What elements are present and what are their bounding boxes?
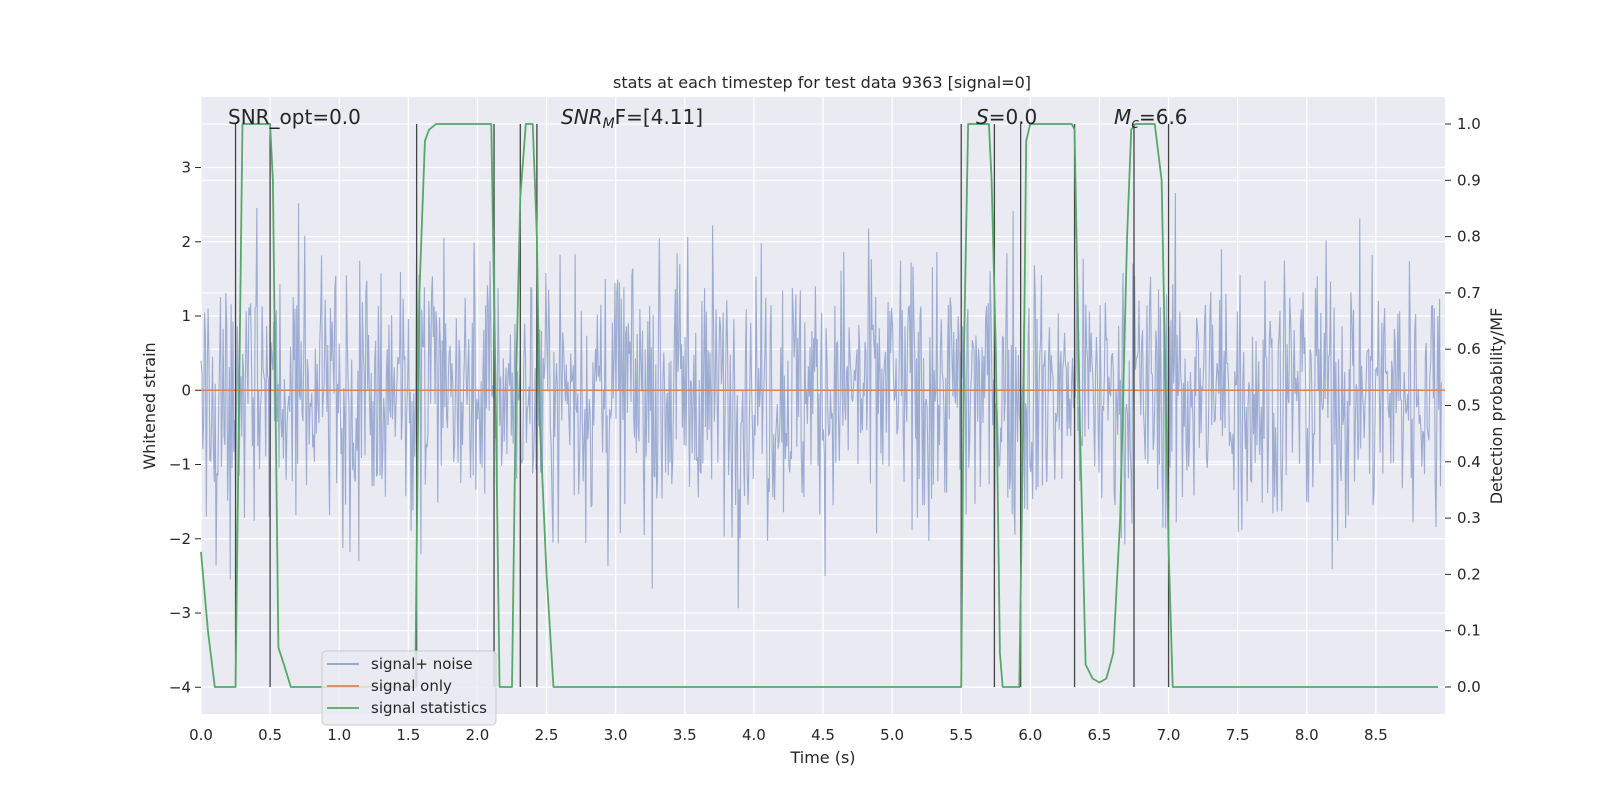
x-tick-labels: 0.0 0.5 1.0 1.5 2.0 2.5 3.0 3.5 4.0 4.5 5.0 5.5 6.0 6… bbox=[189, 726, 1388, 744]
y-right-tick-label: 0.2 bbox=[1457, 565, 1481, 583]
s-value: =0.0 bbox=[989, 105, 1038, 129]
snr-mf-label: SNR bbox=[561, 105, 603, 129]
mc-value: =6.6 bbox=[1139, 105, 1188, 129]
y-right-tick-label: 0.3 bbox=[1457, 509, 1481, 527]
y-right-tick-label: 0.0 bbox=[1457, 678, 1481, 696]
y-left-tick-labels: 3 2 1 0 −1 −2 −3 −4 bbox=[169, 159, 201, 696]
x-tick-label: 2.5 bbox=[535, 726, 559, 744]
x-tick-label: 0.5 bbox=[258, 726, 282, 744]
y-left-tick-label: −3 bbox=[169, 604, 191, 622]
chart-title: stats at each timestep for test data 936… bbox=[613, 73, 1031, 92]
mc-annotation: Mc=6.6 bbox=[1114, 105, 1188, 132]
x-tick-label: 5.0 bbox=[880, 726, 904, 744]
x-tick-label: 8.0 bbox=[1295, 726, 1319, 744]
y-right-tick-label: 1.0 bbox=[1457, 115, 1481, 133]
x-tick-label: 2.0 bbox=[466, 726, 490, 744]
snr-mf-suffix: F=[4.11] bbox=[615, 105, 703, 129]
y-left-tick-label: −4 bbox=[169, 678, 191, 696]
y-left-tick-label: −2 bbox=[169, 530, 191, 548]
y-right-tick-label: 0.9 bbox=[1457, 171, 1481, 189]
legend: signal+ noise signal only signal statist… bbox=[321, 650, 497, 726]
y-left-tick-label: 3 bbox=[181, 159, 191, 177]
legend-label-signal-statistics: signal statistics bbox=[371, 699, 487, 717]
y-left-tick-label: 2 bbox=[181, 233, 191, 251]
x-tick-label: 6.5 bbox=[1088, 726, 1112, 744]
s-annotation: S=0.0 bbox=[976, 105, 1037, 129]
s-label: S bbox=[976, 105, 989, 129]
x-tick-label: 5.5 bbox=[949, 726, 973, 744]
y-right-tick-label: 0.1 bbox=[1457, 622, 1481, 640]
vertical-markers bbox=[234, 124, 1170, 687]
snr-opt-annotation: SNR_opt=0.0 bbox=[228, 105, 361, 129]
y-right-tick-label: 0.8 bbox=[1457, 228, 1481, 246]
y-right-tick-labels: 1.0 0.9 0.8 0.7 0.6 0.5 0.4 0.3 0.2 0.1 0.0 bbox=[1445, 115, 1481, 696]
mc-subscript: c bbox=[1131, 116, 1139, 132]
y-right-tick-label: 0.6 bbox=[1457, 340, 1481, 358]
x-tick-label: 4.0 bbox=[742, 726, 766, 744]
y-right-tick-label: 0.7 bbox=[1457, 284, 1481, 302]
x-tick-label: 0.0 bbox=[189, 726, 213, 744]
y-right-tick-label: 0.5 bbox=[1457, 397, 1481, 415]
legend-box bbox=[321, 650, 497, 726]
snr-mf-annotation: SNRMF=[4.11] bbox=[561, 105, 703, 132]
y-right-tick-label: 0.4 bbox=[1457, 453, 1481, 471]
x-tick-label: 8.5 bbox=[1364, 726, 1388, 744]
signal-noise-series bbox=[200, 193, 1442, 609]
y-left-tick-label: 1 bbox=[181, 307, 191, 325]
y-right-axis-label: Detection probability/MF bbox=[1487, 308, 1506, 505]
x-tick-label: 3.5 bbox=[673, 726, 697, 744]
legend-label-signal-only: signal only bbox=[371, 677, 452, 695]
snr-mf-subscript: M bbox=[603, 116, 615, 132]
y-left-tick-label: 0 bbox=[181, 381, 191, 399]
x-tick-label: 6.0 bbox=[1018, 726, 1042, 744]
x-tick-label: 4.5 bbox=[811, 726, 835, 744]
x-axis-label: Time (s) bbox=[789, 748, 855, 767]
y-left-axis-label: Whitened strain bbox=[140, 342, 159, 469]
x-tick-label: 7.0 bbox=[1157, 726, 1181, 744]
legend-label-signal-noise: signal+ noise bbox=[371, 655, 473, 673]
signal-noise-path bbox=[200, 193, 1442, 609]
signal-statistics-series bbox=[200, 123, 1439, 688]
x-tick-label: 7.5 bbox=[1226, 726, 1250, 744]
x-tick-label: 1.5 bbox=[396, 726, 420, 744]
mc-label: M bbox=[1114, 105, 1131, 129]
x-tick-label: 3.0 bbox=[604, 726, 628, 744]
x-tick-label: 1.0 bbox=[327, 726, 351, 744]
y-left-tick-label: −1 bbox=[169, 456, 191, 474]
